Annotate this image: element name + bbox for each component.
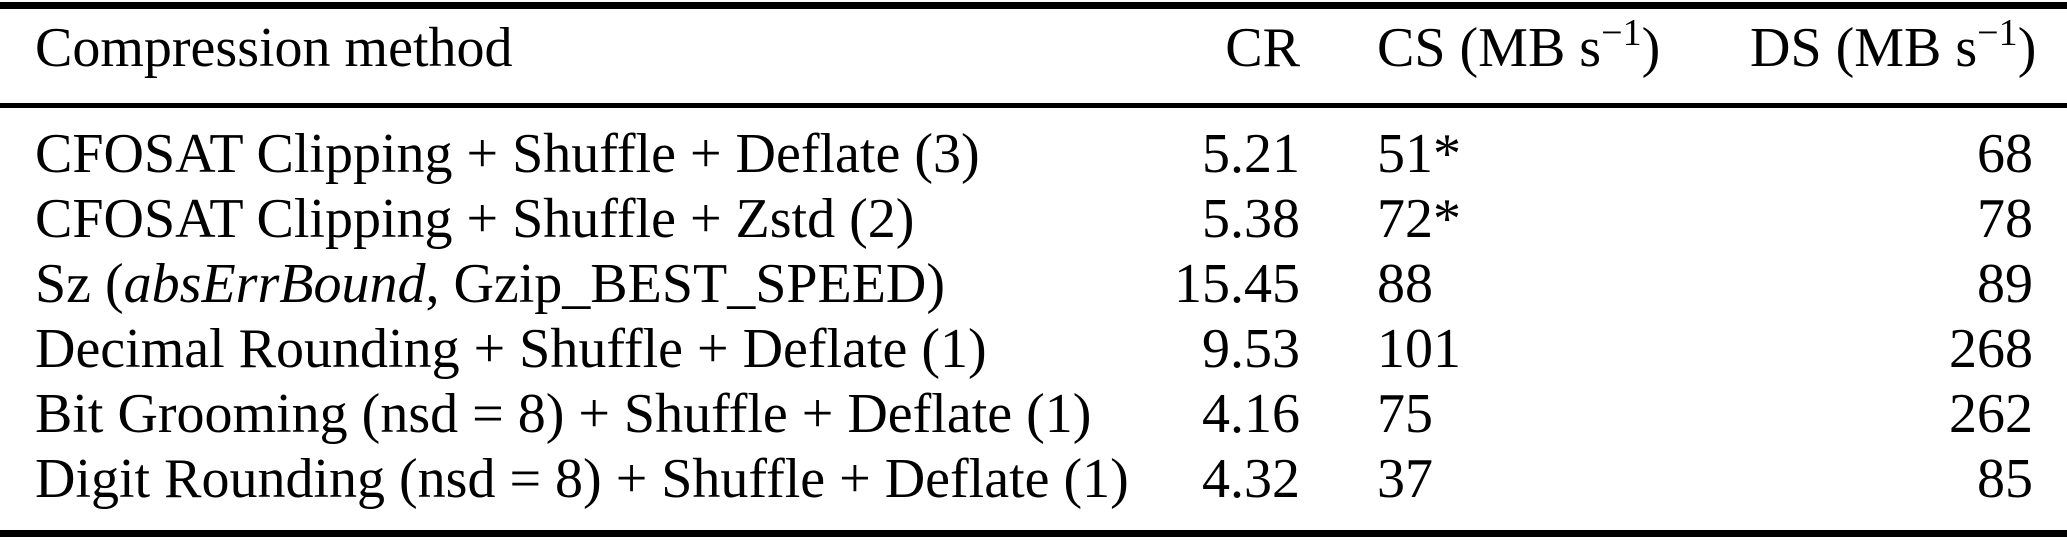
cell-cs-value: 88	[1377, 253, 1433, 315]
column-header-cs: CS (MB s−1)	[1377, 12, 1661, 79]
cell-cr-value: 4.32	[1202, 448, 1300, 510]
cell-cs-value: 37	[1377, 448, 1433, 510]
cell-cr-value: 5.38	[1202, 188, 1300, 250]
cell-cr-value: 4.16	[1202, 383, 1300, 445]
table-header-row: Compression method CR CS (MB s−1) DS (MB…	[35, 12, 2037, 81]
cell-compression-method: Digit Rounding (nsd = 8) + Shuffle + Def…	[35, 447, 1129, 512]
method-text-italic: absErrBound	[123, 253, 426, 315]
cell-cr-value: 5.21	[1202, 123, 1300, 185]
cell-cs-value: 72*	[1377, 188, 1461, 250]
cell-cr-value: 9.53	[1202, 318, 1300, 380]
table-row: Sz (absErrBound, Gzip_BEST_SPEED) 15.45 …	[35, 252, 2033, 317]
cell-cs-value: 51*	[1377, 123, 1461, 185]
ds-header-unit-text: DS (MB s	[1750, 17, 1978, 79]
cell-compression-method: Decimal Rounding + Shuffle + Deflate (1)	[35, 317, 1105, 382]
method-text: Decimal Rounding + Shuffle + Deflate (1)	[35, 318, 987, 380]
table-top-rule	[0, 2, 2067, 9]
table-header-rule	[0, 103, 2067, 108]
cell-cr-value: 15.45	[1174, 253, 1300, 315]
cs-header-close-paren: )	[1641, 17, 1661, 79]
ds-header-close-paren: )	[2017, 17, 2037, 79]
method-text: CFOSAT Clipping + Shuffle + Deflate (3)	[35, 123, 980, 185]
column-header-ds: DS (MB s−1)	[1750, 12, 2037, 79]
cell-compression-method: Sz (absErrBound, Gzip_BEST_SPEED)	[35, 252, 1105, 317]
table-row: Bit Grooming (nsd = 8) + Shuffle + Defla…	[35, 382, 2033, 447]
method-text: CFOSAT Clipping + Shuffle + Zstd (2)	[35, 188, 915, 250]
table-bottom-rule	[0, 530, 2067, 537]
method-text: , Gzip_BEST_SPEED)	[425, 253, 946, 315]
cell-ds-value: 89	[1977, 253, 2033, 315]
method-text: Digit Rounding (nsd = 8) + Shuffle + Def…	[35, 448, 1129, 510]
table-row: CFOSAT Clipping + Shuffle + Deflate (3) …	[35, 122, 2033, 187]
cell-ds-value: 85	[1977, 448, 2033, 510]
cell-ds-value: 68	[1977, 123, 2033, 185]
table-row: Digit Rounding (nsd = 8) + Shuffle + Def…	[35, 447, 2033, 512]
column-header-cr: CR	[1225, 17, 1300, 79]
column-header-method: Compression method	[35, 17, 513, 79]
method-text: Sz (	[35, 253, 124, 315]
table-row: Decimal Rounding + Shuffle + Deflate (1)…	[35, 317, 2033, 382]
method-text: Bit Grooming (nsd = 8) + Shuffle + Defla…	[35, 383, 1092, 445]
cell-compression-method: CFOSAT Clipping + Shuffle + Deflate (3)	[35, 122, 1105, 187]
cell-compression-method: Bit Grooming (nsd = 8) + Shuffle + Defla…	[35, 382, 1105, 447]
cell-cs-value: 101	[1377, 318, 1461, 380]
cell-compression-method: CFOSAT Clipping + Shuffle + Zstd (2)	[35, 187, 1105, 252]
cell-ds-value: 268	[1949, 318, 2033, 380]
table-row: CFOSAT Clipping + Shuffle + Zstd (2) 5.3…	[35, 187, 2033, 252]
cell-ds-value: 78	[1977, 188, 2033, 250]
cs-header-unit-text: CS (MB s	[1377, 17, 1602, 79]
cell-cs-value: 75	[1377, 383, 1433, 445]
cell-ds-value: 262	[1949, 383, 2033, 445]
